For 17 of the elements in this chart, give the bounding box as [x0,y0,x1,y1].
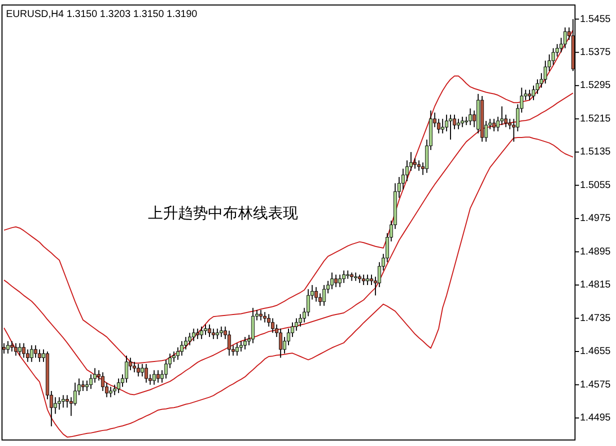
y-tick-label: 1.4895 [580,246,612,258]
line-series [3,92,574,396]
y-tick-label: 1.4975 [580,213,612,224]
y-tick-label: 1.5375 [580,47,612,58]
y-tick-label: 1.4495 [580,412,612,424]
y-tick-label: 1.4815 [580,280,612,291]
y-tick-label: 1.4575 [580,379,612,390]
y-tick-label: 1.4655 [580,346,612,358]
y-tick-label: 1.5055 [580,180,612,191]
y-tick-label: 1.5215 [580,113,612,124]
y-tick-label: 1.5135 [580,146,612,158]
y-tick-label: 1.5455 [580,14,612,25]
line-series [3,136,574,438]
chart-title: EURUSD,H4 1.3150 1.3203 1.3150 1.3190 [6,9,198,20]
y-tick-label: 1.5295 [580,80,612,92]
annotation: 上升趋势中布林线表现 [148,205,298,222]
y-tick-label: 1.4735 [580,312,612,324]
